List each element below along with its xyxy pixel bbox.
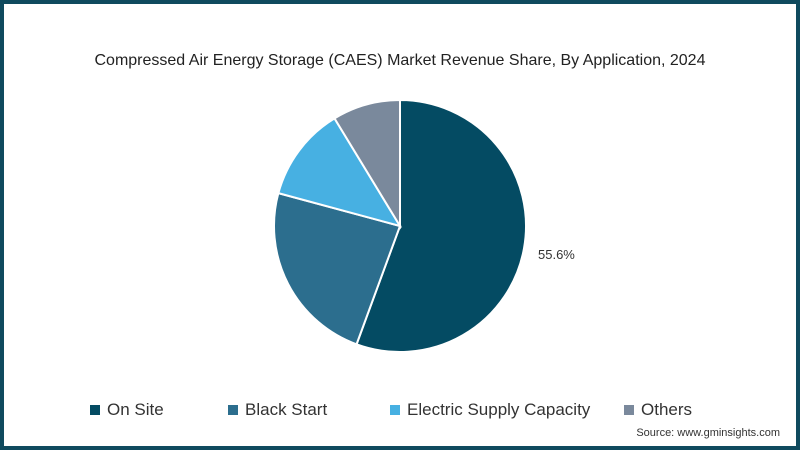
data-label-on-site: 55.6% (538, 247, 575, 262)
legend-item-on-site: On Site (90, 400, 164, 420)
legend-label: Black Start (245, 400, 328, 419)
pie-slice-electric-supply-capacity (277, 116, 403, 228)
pie-chart (273, 98, 527, 353)
legend-swatch-icon (390, 405, 400, 415)
legend-item-electric-supply-capacity: Electric Supply Capacity (390, 400, 590, 420)
pie-slice-on-site (355, 98, 527, 353)
legend-swatch-icon (90, 405, 100, 415)
legend-swatch-icon (228, 405, 238, 415)
chart-title: Compressed Air Energy Storage (CAES) Mar… (94, 52, 706, 69)
legend-item-black-start: Black Start (228, 400, 327, 420)
source-note: Source: www.gminsights.com (636, 427, 780, 439)
legend-swatch-icon (624, 405, 634, 415)
legend-item-others: Others (624, 400, 692, 420)
legend-label: On Site (107, 400, 164, 419)
legend-label: Electric Supply Capacity (407, 400, 591, 419)
legend-label: Others (641, 400, 693, 419)
pie-slice-others (333, 98, 401, 230)
pie-slice-black-start (273, 191, 402, 346)
